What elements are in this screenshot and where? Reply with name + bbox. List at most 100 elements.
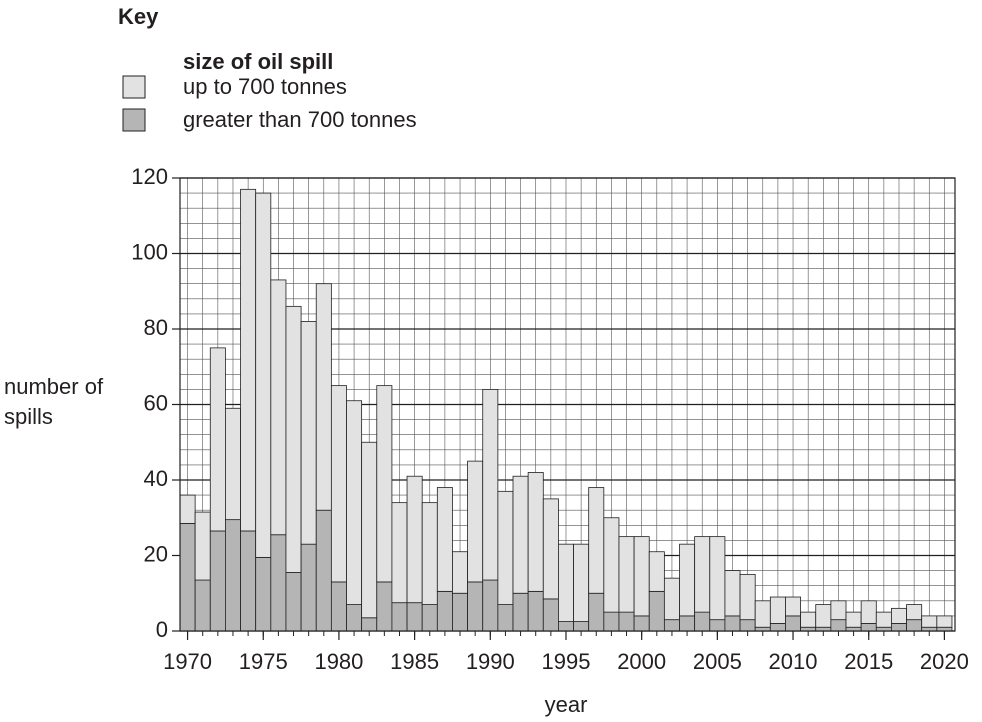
bar-segment <box>830 600 847 621</box>
legend-label: greater than 700 tonnes <box>183 107 417 132</box>
bar-segment <box>512 592 529 632</box>
bar-segment <box>482 388 499 581</box>
bar-segment <box>739 619 756 632</box>
key-title: Key <box>118 4 159 29</box>
bar-segment <box>270 279 287 536</box>
x-tick-label: 1990 <box>466 649 515 674</box>
y-tick-label: 60 <box>144 390 168 415</box>
bar-segment <box>194 579 211 632</box>
bar-segment <box>436 487 453 592</box>
bar-segment <box>225 519 241 632</box>
bar-segment <box>255 192 272 558</box>
bar-segment <box>497 604 514 632</box>
bar-segment <box>179 523 196 632</box>
bar-segment <box>452 551 468 594</box>
y-axis-label: number of spills <box>4 374 104 429</box>
bar-segment <box>330 581 347 632</box>
legend-swatch <box>122 108 146 132</box>
bar-segment <box>921 615 938 628</box>
bar-segment <box>346 400 363 605</box>
bar-segment <box>300 543 317 632</box>
bar-segment <box>542 598 559 632</box>
bar-segment <box>724 615 741 632</box>
y-tick-label: 0 <box>156 617 168 642</box>
bar-segment <box>618 611 635 632</box>
bar-segment <box>724 570 741 617</box>
bar-segment <box>603 517 620 613</box>
bar-segment <box>346 604 363 632</box>
bar-segment <box>391 602 408 632</box>
bar-segment <box>830 619 847 632</box>
bar-segment <box>815 604 832 628</box>
x-tick-label: 1995 <box>542 649 591 674</box>
bar-segment <box>739 573 756 621</box>
bar-segment <box>255 556 272 632</box>
bar-segment <box>573 543 590 622</box>
bar-segment <box>330 385 347 583</box>
bar-segment <box>936 615 953 628</box>
bar-segment <box>376 581 393 632</box>
plot-frame <box>179 177 956 632</box>
bar-segment <box>421 502 438 605</box>
bar-segment <box>315 509 332 632</box>
bar-segment <box>588 592 605 632</box>
bar-segment <box>285 572 302 632</box>
bar-segment <box>769 596 786 624</box>
bar-segment <box>527 472 544 592</box>
x-tick-label: 2005 <box>693 649 742 674</box>
bar-segment <box>648 590 665 632</box>
bar-segment <box>785 596 802 617</box>
bar-segment <box>542 498 559 600</box>
bar-segment <box>709 536 726 621</box>
bar-segment <box>618 536 635 613</box>
bar-segment <box>482 579 499 632</box>
bar-segment <box>406 602 423 632</box>
bar-segment <box>421 604 438 632</box>
legend-label: up to 700 tonnes <box>183 74 347 99</box>
bar-segment <box>769 623 786 632</box>
bar-segment <box>891 607 907 624</box>
legend-swatch <box>122 75 146 99</box>
y-tick-label: 80 <box>144 315 168 340</box>
x-tick-label: 2020 <box>920 649 969 674</box>
bar-segment <box>679 615 696 632</box>
bar-segment <box>875 611 892 628</box>
x-tick-label: 2010 <box>769 649 818 674</box>
x-tick-label: 1970 <box>163 649 212 674</box>
bar-segment <box>315 283 332 511</box>
bar-segment <box>588 487 605 594</box>
bar-segment <box>663 619 680 632</box>
bar-segment <box>558 621 574 632</box>
x-axis-label: year <box>545 692 588 717</box>
x-tick-label: 2015 <box>844 649 893 674</box>
bar-segment <box>800 611 817 628</box>
bar-segment <box>361 441 378 619</box>
bar-segment <box>906 604 923 621</box>
legend-title: size of oil spill <box>183 49 333 74</box>
x-tick-label: 1985 <box>390 649 439 674</box>
x-tick-label: 2000 <box>617 649 666 674</box>
bar-segment <box>845 611 862 628</box>
bar-segment <box>527 590 544 632</box>
bar-segment <box>906 619 923 632</box>
y-tick-label: 20 <box>144 541 168 566</box>
bar-segment <box>391 502 408 604</box>
bar-segment <box>785 615 802 632</box>
bar-segment <box>436 590 453 632</box>
bar-segment <box>709 619 726 632</box>
bar-segment <box>497 490 514 605</box>
bar-segment <box>860 600 877 624</box>
bar-segment <box>452 592 468 632</box>
bar-segment <box>573 621 590 632</box>
bar-segment <box>558 543 574 622</box>
bar-segment <box>225 407 241 521</box>
bar-segment <box>633 615 650 632</box>
bar-segment <box>467 581 484 632</box>
bar-segment <box>679 543 696 617</box>
bar-segment <box>648 551 665 592</box>
bar-segment <box>694 611 711 632</box>
bar-segment <box>376 385 393 583</box>
bar-segment <box>860 623 877 632</box>
